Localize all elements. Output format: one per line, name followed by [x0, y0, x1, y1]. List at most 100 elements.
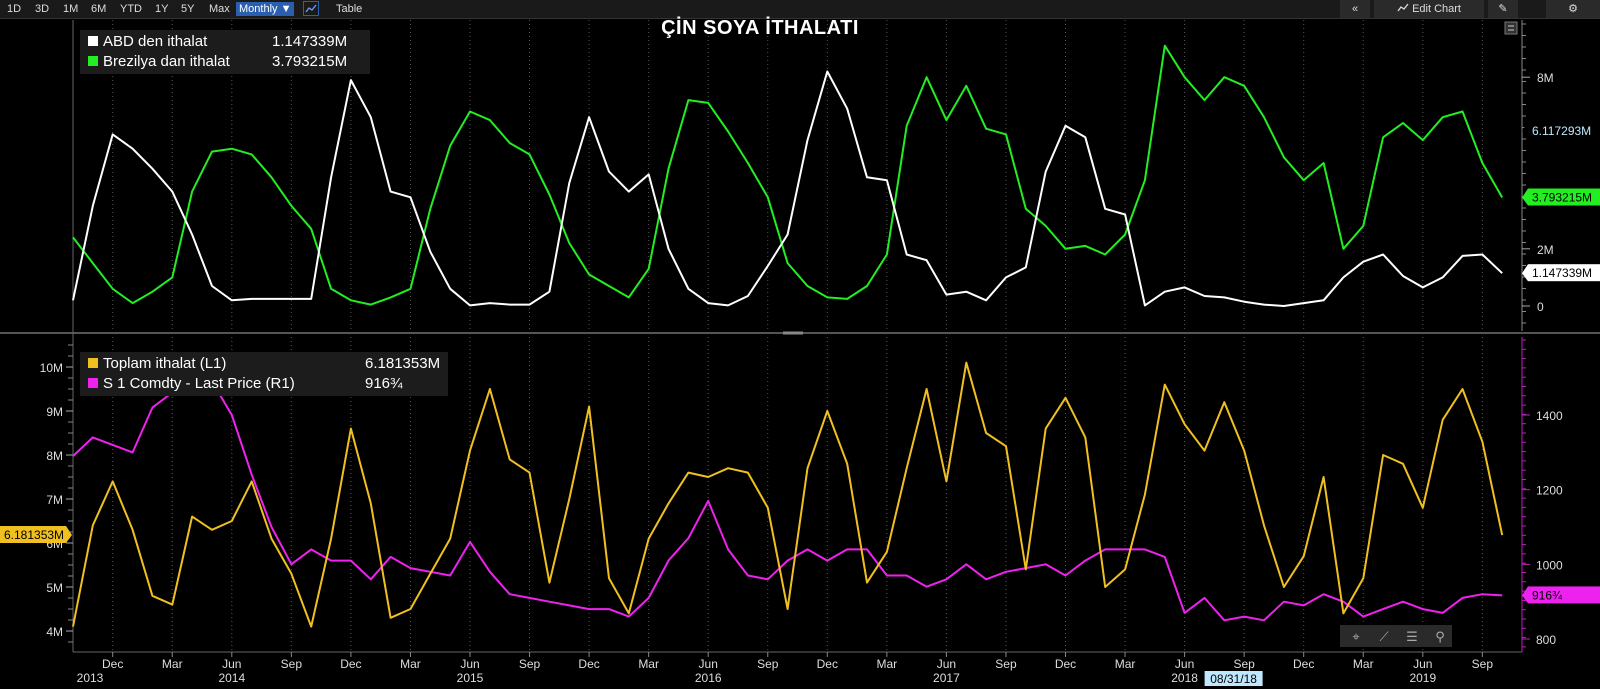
zoom-tools-bar — [1340, 625, 1452, 647]
callout-soy-price: 916¾ — [1532, 588, 1563, 602]
gear-icon[interactable]: ⚙ — [1546, 0, 1600, 18]
y-tick-label: 4M — [46, 625, 63, 639]
lower-legend: Toplam ithalat (L1) 6.181353M S 1 Comdty … — [80, 352, 448, 396]
y-tick-label: 1400 — [1536, 409, 1563, 423]
range-1m-button[interactable]: 1M — [63, 3, 79, 15]
axis-ticks — [66, 23, 1530, 657]
x-tick-label: Dec — [102, 657, 123, 671]
callout-brezilya-pointer — [1522, 188, 1528, 206]
legend-label: Brezilya dan ithalat — [103, 53, 230, 70]
date-marker: 08/31/18 — [1210, 672, 1257, 686]
x-tick-label: Mar — [400, 657, 421, 671]
x-tick-label: Sep — [1472, 657, 1494, 671]
edit-chart-label: Edit Chart — [1412, 3, 1461, 15]
x-tick-label: Dec — [1293, 657, 1314, 671]
range-5y-button[interactable]: 5Y — [181, 3, 195, 15]
x-year-label: 2015 — [457, 671, 484, 685]
legend-value: 1.147339M — [272, 33, 348, 50]
range-3d-button[interactable]: 3D — [35, 3, 50, 15]
range-6m-button[interactable]: 6M — [91, 3, 107, 15]
crosshair-icon[interactable]: ⌖ — [1352, 629, 1360, 644]
legend-item-abd[interactable]: ABD den ithalat 1.147339M — [80, 32, 370, 52]
x-tick-label: Dec — [340, 657, 361, 671]
y-tick-label: 1200 — [1536, 484, 1563, 498]
upper-panel-series — [72, 44, 1504, 307]
callout-upper-extra-box — [1528, 122, 1600, 139]
series-line-brezilya[interactable] — [72, 44, 1504, 306]
value-callouts: 6.117293M 3.793215M 1.147339M 916¾ 6.181353M — [0, 122, 1600, 604]
legend-item-soy-price[interactable]: S 1 Comdty - Last Price (R1) 916¾ — [80, 374, 448, 394]
chart-type-icon[interactable] — [303, 1, 319, 16]
range-ytd-button[interactable]: YTD — [120, 3, 142, 15]
pencil-icon[interactable]: ✎ — [1488, 0, 1518, 18]
x-tick-label: Jun — [937, 657, 956, 671]
x-tick-label: Mar — [638, 657, 659, 671]
y-tick-label: 8M — [46, 449, 63, 463]
y-tick-label: 5M — [46, 581, 63, 595]
expand-panel-icon[interactable] — [1504, 21, 1518, 35]
legend-item-brezilya[interactable]: Brezilya dan ithalat 3.793215M — [80, 52, 370, 72]
legend-swatch-yellow — [88, 358, 98, 368]
x-year-label: 2016 — [695, 671, 722, 685]
callout-toplam: 6.181353M — [4, 528, 64, 542]
callout-upper-extra: 6.117293M — [1532, 124, 1591, 138]
x-tick-label: Sep — [519, 657, 541, 671]
x-tick-label: Dec — [817, 657, 838, 671]
upper-legend: ABD den ithalat 1.147339M Brezilya dan it… — [80, 30, 370, 74]
x-tick-label: Jun — [1175, 657, 1194, 671]
y-tick-label: 0 — [1537, 300, 1544, 314]
x-tick-label: Mar — [162, 657, 183, 671]
x-tick-label: Sep — [281, 657, 303, 671]
legend-value: 916¾ — [365, 375, 403, 392]
x-year-label: 2017 — [933, 671, 960, 685]
x-tick-label: Dec — [1055, 657, 1076, 671]
legend-value: 3.793215M — [272, 53, 348, 70]
draw-line-icon[interactable]: ⟋ — [1379, 629, 1389, 644]
zoom-icon[interactable]: ⚲ — [1435, 629, 1445, 644]
table-button[interactable]: Table — [336, 3, 363, 15]
callout-brezilya: 3.793215M — [1532, 191, 1592, 205]
x-year-label: 2014 — [218, 671, 245, 685]
y-tick-label: 9M — [46, 405, 63, 419]
range-max-button[interactable]: Max — [209, 3, 230, 15]
x-tick-label: Sep — [1233, 657, 1255, 671]
x-tick-label: Jun — [460, 657, 479, 671]
x-tick-label: Jun — [699, 657, 718, 671]
x-tick-label: Mar — [1353, 657, 1374, 671]
series-line-abd[interactable] — [72, 70, 1503, 307]
legend-swatch-green — [88, 56, 98, 66]
collapse-icon[interactable]: « — [1340, 0, 1370, 18]
series-line-toplam[interactable] — [72, 361, 1504, 628]
callout-brezilya-box — [1528, 188, 1600, 206]
x-tick-label: Sep — [757, 657, 779, 671]
series-line-soy-price[interactable] — [72, 376, 1503, 622]
callout-soy-price-box — [1528, 586, 1600, 604]
x-tick-label: Jun — [1413, 657, 1432, 671]
edit-chart-icon — [1397, 3, 1409, 12]
range-1d-button[interactable]: 1D — [7, 3, 22, 15]
legend-label: Toplam ithalat (L1) — [103, 355, 227, 372]
axis-labels: Dec Mar Jun Sep Dec Mar Jun Sep Dec Mar Jun Sep Dec M… — [40, 71, 1563, 686]
callout-toplam-pointer — [66, 526, 72, 543]
legend-swatch-white — [88, 36, 98, 46]
legend-item-toplam[interactable]: Toplam ithalat (L1) 6.181353M — [80, 354, 448, 374]
lower-panel-series — [72, 361, 1504, 628]
date-marker-box — [1204, 671, 1263, 686]
callout-abd-box — [1528, 264, 1600, 282]
x-tick-label: Sep — [995, 657, 1017, 671]
callout-soy-price-pointer — [1522, 586, 1528, 604]
y-tick-label: 8M — [1537, 71, 1554, 85]
range-1y-button[interactable]: 1Y — [155, 3, 169, 15]
edit-chart-button[interactable]: Edit Chart — [1374, 0, 1484, 18]
x-year-label: 2018 — [1171, 671, 1198, 685]
legend-value: 6.181353M — [365, 355, 441, 372]
y-tick-label: 800 — [1536, 633, 1556, 647]
period-dropdown[interactable]: Monthly ▼ — [236, 2, 295, 16]
chart-toolbar: 1D 3D 1M 6M YTD 1Y 5Y Max Monthly ▼ Tabl… — [0, 0, 1600, 19]
callout-abd: 1.147339M — [1532, 266, 1592, 280]
gridlines — [112, 20, 1483, 651]
legend-swatch-magenta — [88, 378, 98, 388]
table-icon[interactable]: ☰ — [1406, 629, 1418, 644]
x-tick-label: Dec — [578, 657, 599, 671]
